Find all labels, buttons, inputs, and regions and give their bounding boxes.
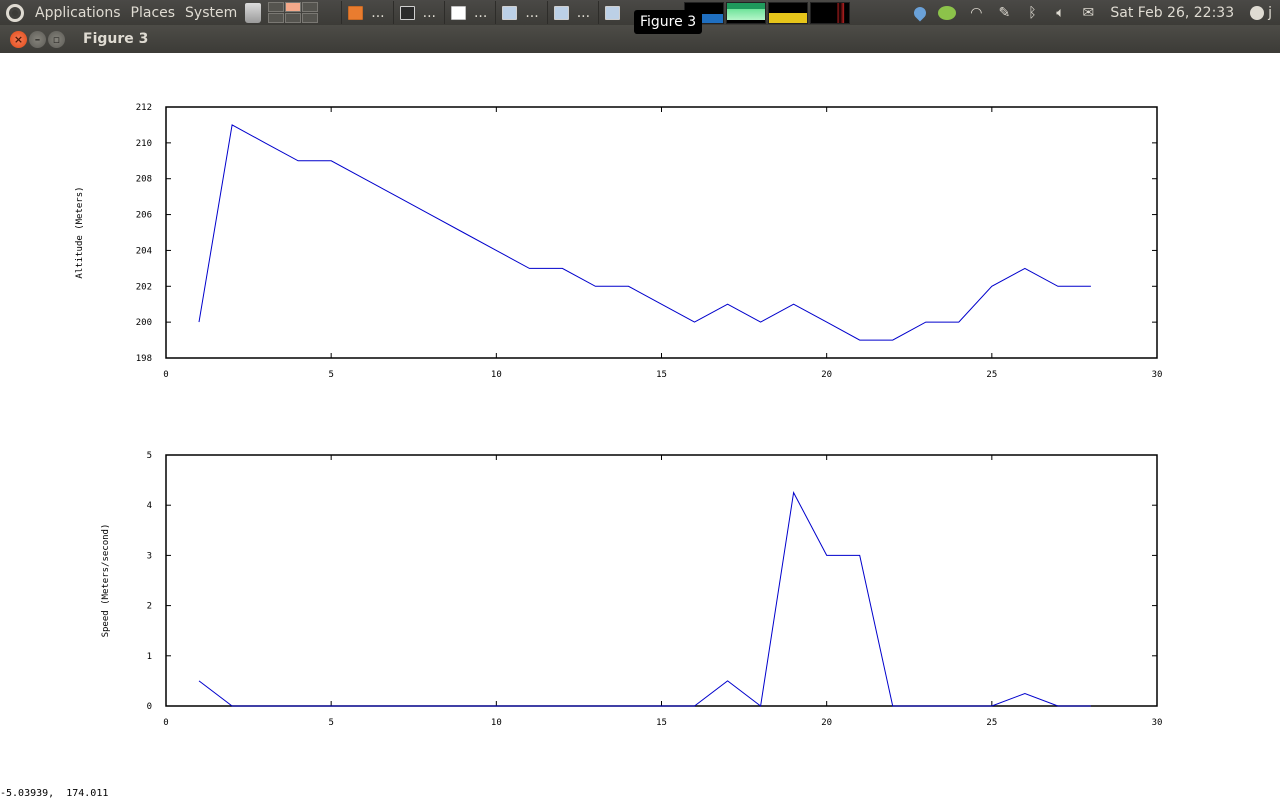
wifi-icon[interactable]: ◠: [970, 4, 983, 21]
close-icon: ×: [13, 32, 24, 46]
taskbar-item-window-1[interactable]: ...: [495, 1, 544, 24]
chart-2-ylabel: Speed (Meters/second): [101, 524, 111, 638]
load-monitor[interactable]: [810, 1, 851, 24]
minimize-icon: –: [34, 32, 41, 46]
clock[interactable]: Sat Feb 26, 22:33: [1110, 4, 1235, 21]
chart-1-ytick-label: 210: [136, 139, 152, 149]
mail-icon[interactable]: ✉: [1082, 4, 1095, 21]
maximize-icon: ▫: [52, 32, 61, 46]
workspace-switcher[interactable]: [268, 2, 319, 23]
chart-2-ytick-label: 3: [147, 551, 152, 561]
text-editor-icon: [450, 5, 466, 20]
workspace-3[interactable]: [302, 2, 319, 12]
chart-2-ytick-label: 0: [147, 702, 152, 712]
trash-icon[interactable]: [245, 2, 262, 23]
terminal-icon: [399, 5, 415, 20]
taskbar-item-label: ...: [576, 4, 591, 21]
chart-1-ytick-label: 198: [136, 354, 152, 364]
taskbar-item-editor[interactable]: ...: [443, 1, 493, 24]
chart-1-ytick-label: 206: [136, 211, 152, 221]
minimize-button[interactable]: –: [29, 30, 46, 48]
chart-1-xtick-label: 0: [163, 370, 168, 380]
chart-1-ytick-label: 204: [136, 246, 152, 256]
menu-places[interactable]: Places: [130, 4, 176, 21]
dropbox-icon[interactable]: [911, 4, 929, 21]
chart-1-frame: [165, 106, 1158, 359]
folder-icon: [348, 5, 364, 20]
taskbar-item-label: ...: [525, 4, 539, 21]
chart-1-xtick-label: 15: [656, 370, 667, 380]
taskbar-tooltip: Figure 3: [634, 10, 703, 34]
chart-2-xtick-label: 25: [986, 718, 997, 728]
chart-2-ytick-label: 4: [147, 501, 152, 511]
chart-1-ytick-label: 208: [136, 175, 152, 185]
chart-1-xtick-label: 25: [986, 370, 997, 380]
close-button[interactable]: ×: [10, 30, 27, 48]
notes-icon[interactable]: ✎: [998, 4, 1011, 21]
taskbar-item-files[interactable]: ...: [341, 1, 390, 24]
workspace-2[interactable]: [285, 2, 302, 12]
taskbar-item-terminal[interactable]: ...: [392, 1, 442, 24]
ubuntu-logo-icon[interactable]: [6, 3, 24, 22]
bluetooth-icon[interactable]: ᛒ: [1028, 4, 1037, 21]
memory-monitor[interactable]: [726, 1, 767, 24]
plot-canvas[interactable]: 0 5 10 15 20 25 30 198 200 202 204 206 208 210 212 Alti…: [0, 53, 1280, 800]
system-tray: ◠ ✎ ᛒ 🔈︎ ✉ Sat Feb 26, 22:33 j: [908, 0, 1280, 25]
window-icon: [605, 5, 621, 20]
chart-1-series-line: [198, 124, 1091, 341]
user-icon[interactable]: [1250, 5, 1265, 20]
chat-icon[interactable]: [938, 5, 957, 20]
chart-1-ytick-label: 212: [136, 103, 152, 113]
chart-1-xtick-label: 10: [491, 370, 502, 380]
chart-1-ytick-label: 200: [136, 318, 152, 328]
chart-2-xtick-label: 5: [328, 718, 333, 728]
plot-svg[interactable]: 0 5 10 15 20 25 30198200202204206208210212Alti…: [0, 53, 1280, 800]
chart-1-xtick-label: 5: [328, 370, 333, 380]
taskbar-item-label: ...: [371, 4, 385, 21]
chart-2-xtick-label: 15: [656, 718, 667, 728]
top-panel: Applications Places System ... ... ... .…: [0, 0, 1280, 25]
chart-2-xtick-label: 0: [163, 718, 168, 728]
chart-2-xtick-label: 20: [821, 718, 832, 728]
menu-applications[interactable]: Applications: [35, 4, 121, 21]
chart-2-ytick-label: 1: [147, 652, 152, 662]
chart-1-ytick-label: 202: [136, 282, 152, 292]
workspace-5[interactable]: [285, 13, 302, 23]
taskbar-item-label: ...: [422, 4, 436, 21]
chart-2-ytick-label: 5: [147, 451, 152, 461]
window-icon: [502, 5, 518, 20]
menu-system[interactable]: System: [185, 4, 238, 21]
chart-1-xtick-label: 30: [1152, 370, 1163, 380]
workspace-4[interactable]: [268, 13, 285, 23]
chart-2-frame: [165, 454, 1158, 707]
chart-2-series-line: [198, 491, 1091, 707]
taskbar-item-label: ...: [473, 4, 488, 21]
chart-1-xtick-label: 20: [821, 370, 832, 380]
chart-2-xtick-label: 10: [491, 718, 502, 728]
window-icon: [553, 5, 569, 20]
chart-1-ylabel: Altitude (Meters): [75, 186, 85, 278]
chart-2-xtick-label: 30: [1152, 718, 1163, 728]
taskbar-item-window-3[interactable]: [598, 1, 634, 24]
network-monitor[interactable]: [768, 1, 809, 24]
chart-2-ytick-label: 2: [147, 602, 152, 612]
maximize-button[interactable]: ▫: [48, 30, 65, 48]
window-title: Figure 3: [83, 31, 149, 47]
workspace-6[interactable]: [302, 13, 319, 23]
workspace-1[interactable]: [268, 2, 285, 12]
volume-icon[interactable]: 🔈︎: [1056, 4, 1065, 21]
taskbar-item-window-2[interactable]: ...: [546, 1, 596, 24]
user-name[interactable]: j: [1268, 4, 1272, 21]
coordinate-readout: -5.03939, 174.011: [0, 788, 109, 799]
